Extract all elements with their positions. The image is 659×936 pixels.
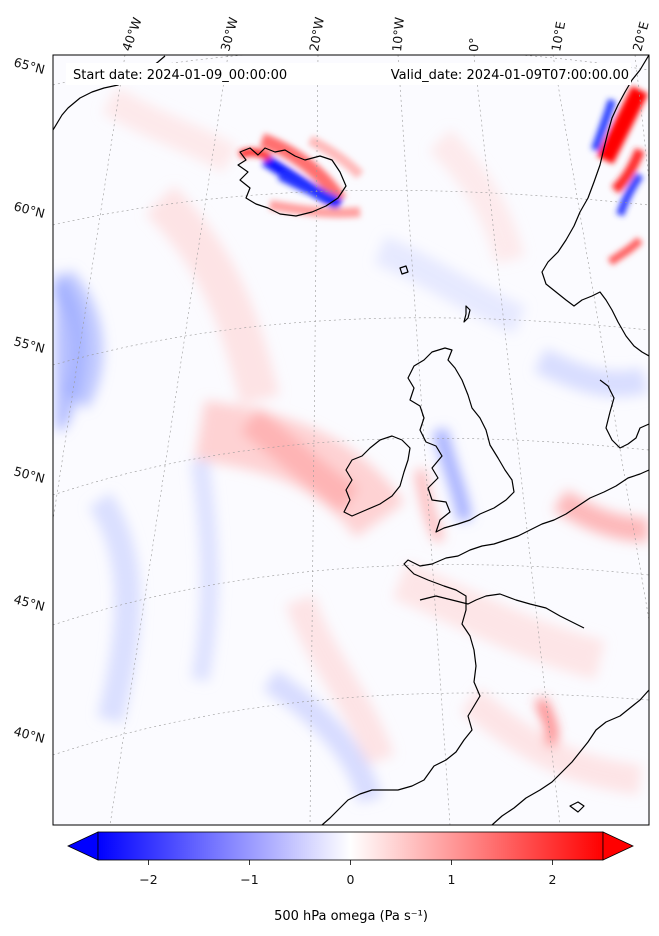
colorbar-tick-label: −1 [240, 872, 258, 887]
lat-label-55n: 55°N [12, 333, 46, 356]
start-date-label: Start date: 2024-01-09_00:00:00 [73, 68, 287, 83]
omega-field [53, 87, 649, 804]
colorbar-label: 500 hPa omega (Pa s⁻¹) [274, 909, 428, 924]
lon-label-10w: 10°W [389, 17, 407, 53]
colorbar: −2 −1 0 1 2 500 hPa omega (Pa s⁻¹) [67, 831, 634, 924]
lat-label-50n: 50°N [12, 463, 46, 486]
latitude-labels: 65°N 60°N 55°N 50°N 45°N 40°N [12, 54, 46, 746]
lon-label-30w: 30°W [217, 16, 240, 53]
colorbar-tick-label: 2 [549, 872, 557, 887]
colorbar-tick-label: 1 [448, 872, 456, 887]
colorbar-neg-extend [67, 831, 99, 861]
lon-label-20w: 20°W [306, 16, 327, 53]
colorbar-tick-label: −2 [139, 872, 157, 887]
lat-label-45n: 45°N [12, 591, 46, 614]
colorbar-bar [97, 831, 604, 861]
lat-label-60n: 60°N [12, 198, 46, 221]
lon-label-20e: 20°E [629, 20, 651, 53]
lon-label-40w: 40°W [119, 15, 145, 53]
valid-date-label: Valid_date: 2024-01-09T07:00:00.00 [391, 68, 629, 83]
title-bar: Start date: 2024-01-09_00:00:00 Valid_da… [66, 63, 631, 85]
lat-label-65n: 65°N [12, 54, 46, 77]
colorbar-ticks: −2 −1 0 1 2 [139, 860, 556, 887]
coastlines [53, 55, 649, 825]
graticule [53, 55, 649, 825]
lon-label-10e: 10°E [548, 20, 568, 52]
colorbar-tick-label: 0 [347, 872, 355, 887]
lat-label-40n: 40°N [12, 723, 46, 746]
map-panel [53, 55, 649, 825]
colorbar-pos-extend [602, 831, 634, 861]
lon-label-0: 0° [466, 37, 481, 52]
longitude-labels: 40°W 30°W 20°W 10°W 0° 10°E 20°E [119, 15, 652, 53]
map-frame [52, 54, 650, 826]
